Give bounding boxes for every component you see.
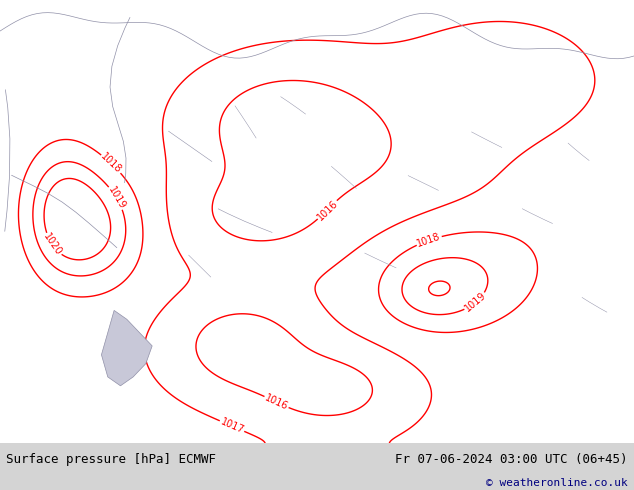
- Text: © weatheronline.co.uk: © weatheronline.co.uk: [486, 478, 628, 488]
- Text: 1019: 1019: [106, 185, 127, 211]
- Text: 1019: 1019: [463, 291, 488, 314]
- Text: 1020: 1020: [41, 232, 63, 258]
- Text: 1018: 1018: [99, 151, 124, 176]
- Text: 1016: 1016: [315, 198, 340, 222]
- Text: 1018: 1018: [416, 232, 443, 249]
- Text: 1017: 1017: [219, 416, 245, 436]
- Polygon shape: [101, 311, 152, 386]
- Text: Fr 07-06-2024 03:00 UTC (06+45): Fr 07-06-2024 03:00 UTC (06+45): [395, 453, 628, 466]
- Text: Surface pressure [hPa] ECMWF: Surface pressure [hPa] ECMWF: [6, 453, 216, 466]
- Text: 1016: 1016: [263, 392, 290, 412]
